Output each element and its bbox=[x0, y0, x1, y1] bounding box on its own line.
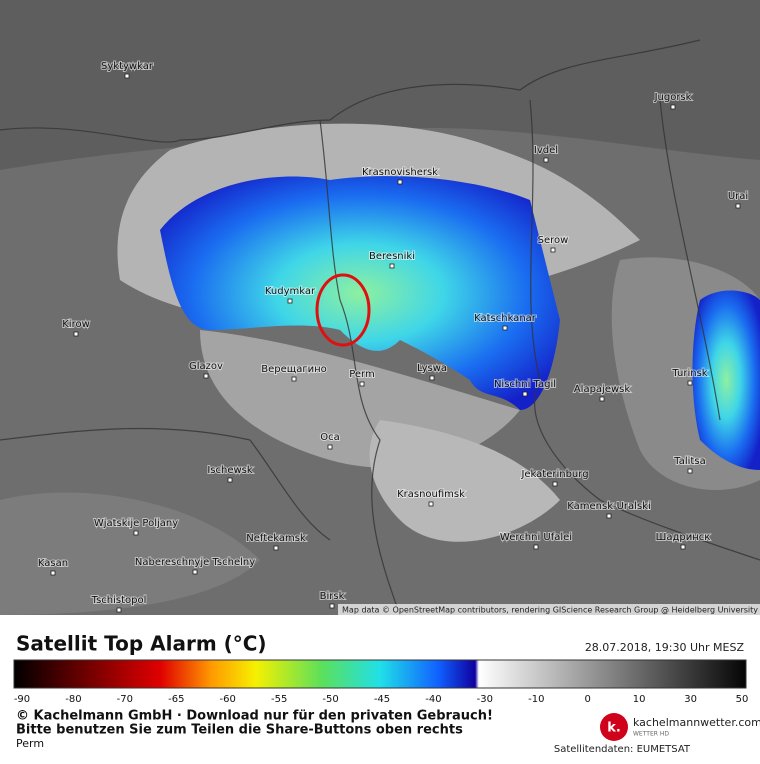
colorbar-tick-label: 30 bbox=[684, 694, 697, 705]
city-label: Talitsa bbox=[673, 456, 705, 467]
city-label: Jekaterinburg bbox=[520, 469, 588, 480]
city-label: Krasnovishersk bbox=[362, 167, 438, 178]
city-label: Nabereschnyje Tschelny bbox=[135, 557, 255, 568]
city-marker bbox=[273, 545, 279, 551]
location: Perm bbox=[16, 737, 44, 750]
colorbar-tick-label: -60 bbox=[220, 694, 236, 705]
city-marker bbox=[329, 603, 335, 609]
city-label: Turinsk bbox=[671, 368, 707, 379]
city-label: Syktywkar bbox=[101, 61, 154, 72]
city-marker bbox=[227, 477, 233, 483]
city-marker bbox=[192, 569, 198, 575]
city-marker bbox=[133, 530, 139, 536]
city-label: Beresniki bbox=[369, 251, 415, 262]
city-label: Perm bbox=[349, 369, 375, 380]
city-marker bbox=[203, 373, 209, 379]
legend-title: Satellit Top Alarm (°C) bbox=[16, 632, 267, 656]
city-label: Serow bbox=[538, 235, 569, 246]
colorbar-tick-label: -50 bbox=[322, 694, 338, 705]
city-label: Krasnoufimsk bbox=[397, 489, 465, 500]
city-label: Шадринск bbox=[656, 532, 711, 543]
city-marker bbox=[327, 444, 333, 450]
city-label: Ivdel bbox=[534, 145, 558, 156]
city-marker bbox=[389, 263, 395, 269]
data-source: Satellitendaten: EUMETSAT bbox=[554, 744, 691, 755]
logo-letter: k. bbox=[607, 721, 621, 736]
city-label: Werchni Ufalei bbox=[500, 532, 572, 543]
colorbar-tick-label: 50 bbox=[736, 694, 749, 705]
legend: Satellit Top Alarm (°C) 28.07.2018, 19:3… bbox=[13, 632, 749, 705]
city-label: Alapajewsk bbox=[574, 384, 631, 395]
city-marker bbox=[599, 396, 605, 402]
colorbar-tick-label: -30 bbox=[477, 694, 493, 705]
city-label: Kasan bbox=[38, 558, 68, 569]
logo-site: kachelmannwetter.com bbox=[633, 716, 760, 729]
colorbar-tick-label: 0 bbox=[585, 694, 591, 705]
colorbar-tick-label: -10 bbox=[528, 694, 544, 705]
city-marker bbox=[680, 544, 686, 550]
city-marker bbox=[73, 331, 79, 337]
city-marker bbox=[687, 468, 693, 474]
colorbar-tick-label: -80 bbox=[65, 694, 81, 705]
logo-sub: WETTER HD bbox=[633, 731, 669, 738]
colorbar-tick-label: -45 bbox=[374, 694, 390, 705]
colorbar-tick-label: -90 bbox=[14, 694, 30, 705]
copyright: © Kachelmann GmbH · Download nur für den… bbox=[16, 709, 493, 724]
colorbar-tick-label: -55 bbox=[271, 694, 287, 705]
city-label: Nischni Tagil bbox=[494, 379, 556, 390]
map: Syktywkar Jugorsk Ivdel Krasnovishersk Urai S… bbox=[0, 0, 760, 616]
city-label: Katschkanar bbox=[474, 313, 537, 324]
share-note: Bitte benutzen Sie zum Teilen die Share-… bbox=[16, 723, 463, 738]
city-marker bbox=[670, 104, 676, 110]
city-marker bbox=[502, 325, 508, 331]
city-marker bbox=[287, 298, 293, 304]
city-marker bbox=[397, 179, 403, 185]
city-marker bbox=[359, 381, 365, 387]
attribution: Map data © OpenStreetMap contributors, r… bbox=[342, 606, 758, 615]
city-marker bbox=[552, 481, 558, 487]
city-marker bbox=[522, 391, 528, 397]
city-marker bbox=[735, 203, 741, 209]
colorbar bbox=[13, 659, 747, 689]
city-marker bbox=[429, 375, 435, 381]
city-marker bbox=[116, 607, 122, 613]
logo-icon bbox=[600, 713, 628, 741]
city-label: Kirow bbox=[62, 319, 90, 330]
colorbar-tick-label: 10 bbox=[633, 694, 646, 705]
city-label: Ischewsk bbox=[207, 465, 253, 476]
city-label: Lyswa bbox=[417, 363, 447, 374]
city-label: Neftekamsk bbox=[246, 533, 306, 544]
city-label: Oca bbox=[320, 432, 340, 443]
city-label: Birsk bbox=[320, 591, 345, 602]
city-label: Kudymkar bbox=[265, 286, 316, 297]
city-label: Kamensk-Uralski bbox=[567, 501, 650, 512]
city-label: Glazov bbox=[189, 361, 223, 372]
city-marker bbox=[533, 544, 539, 550]
city-label: Jugorsk bbox=[654, 92, 692, 103]
legend-datetime: 28.07.2018, 19:30 Uhr MESZ bbox=[585, 641, 745, 654]
city-marker bbox=[606, 513, 612, 519]
city-marker bbox=[291, 376, 297, 382]
colorbar-tick-label: -40 bbox=[425, 694, 441, 705]
colorbar-tick-label: -65 bbox=[168, 694, 184, 705]
city-label: Tschistopol bbox=[91, 595, 147, 606]
city-marker bbox=[124, 73, 130, 79]
city-label: Верещагино bbox=[261, 364, 326, 375]
city-marker bbox=[543, 157, 549, 163]
city-marker bbox=[550, 247, 556, 253]
city-marker bbox=[428, 501, 434, 507]
footer: © Kachelmann GmbH · Download nur für den… bbox=[16, 709, 760, 756]
city-marker bbox=[687, 380, 693, 386]
city-marker bbox=[50, 570, 56, 576]
city-label: Urai bbox=[728, 191, 748, 202]
colorbar-tick-label: -70 bbox=[117, 694, 133, 705]
city-label: Wjatskije Poljany bbox=[94, 518, 178, 529]
